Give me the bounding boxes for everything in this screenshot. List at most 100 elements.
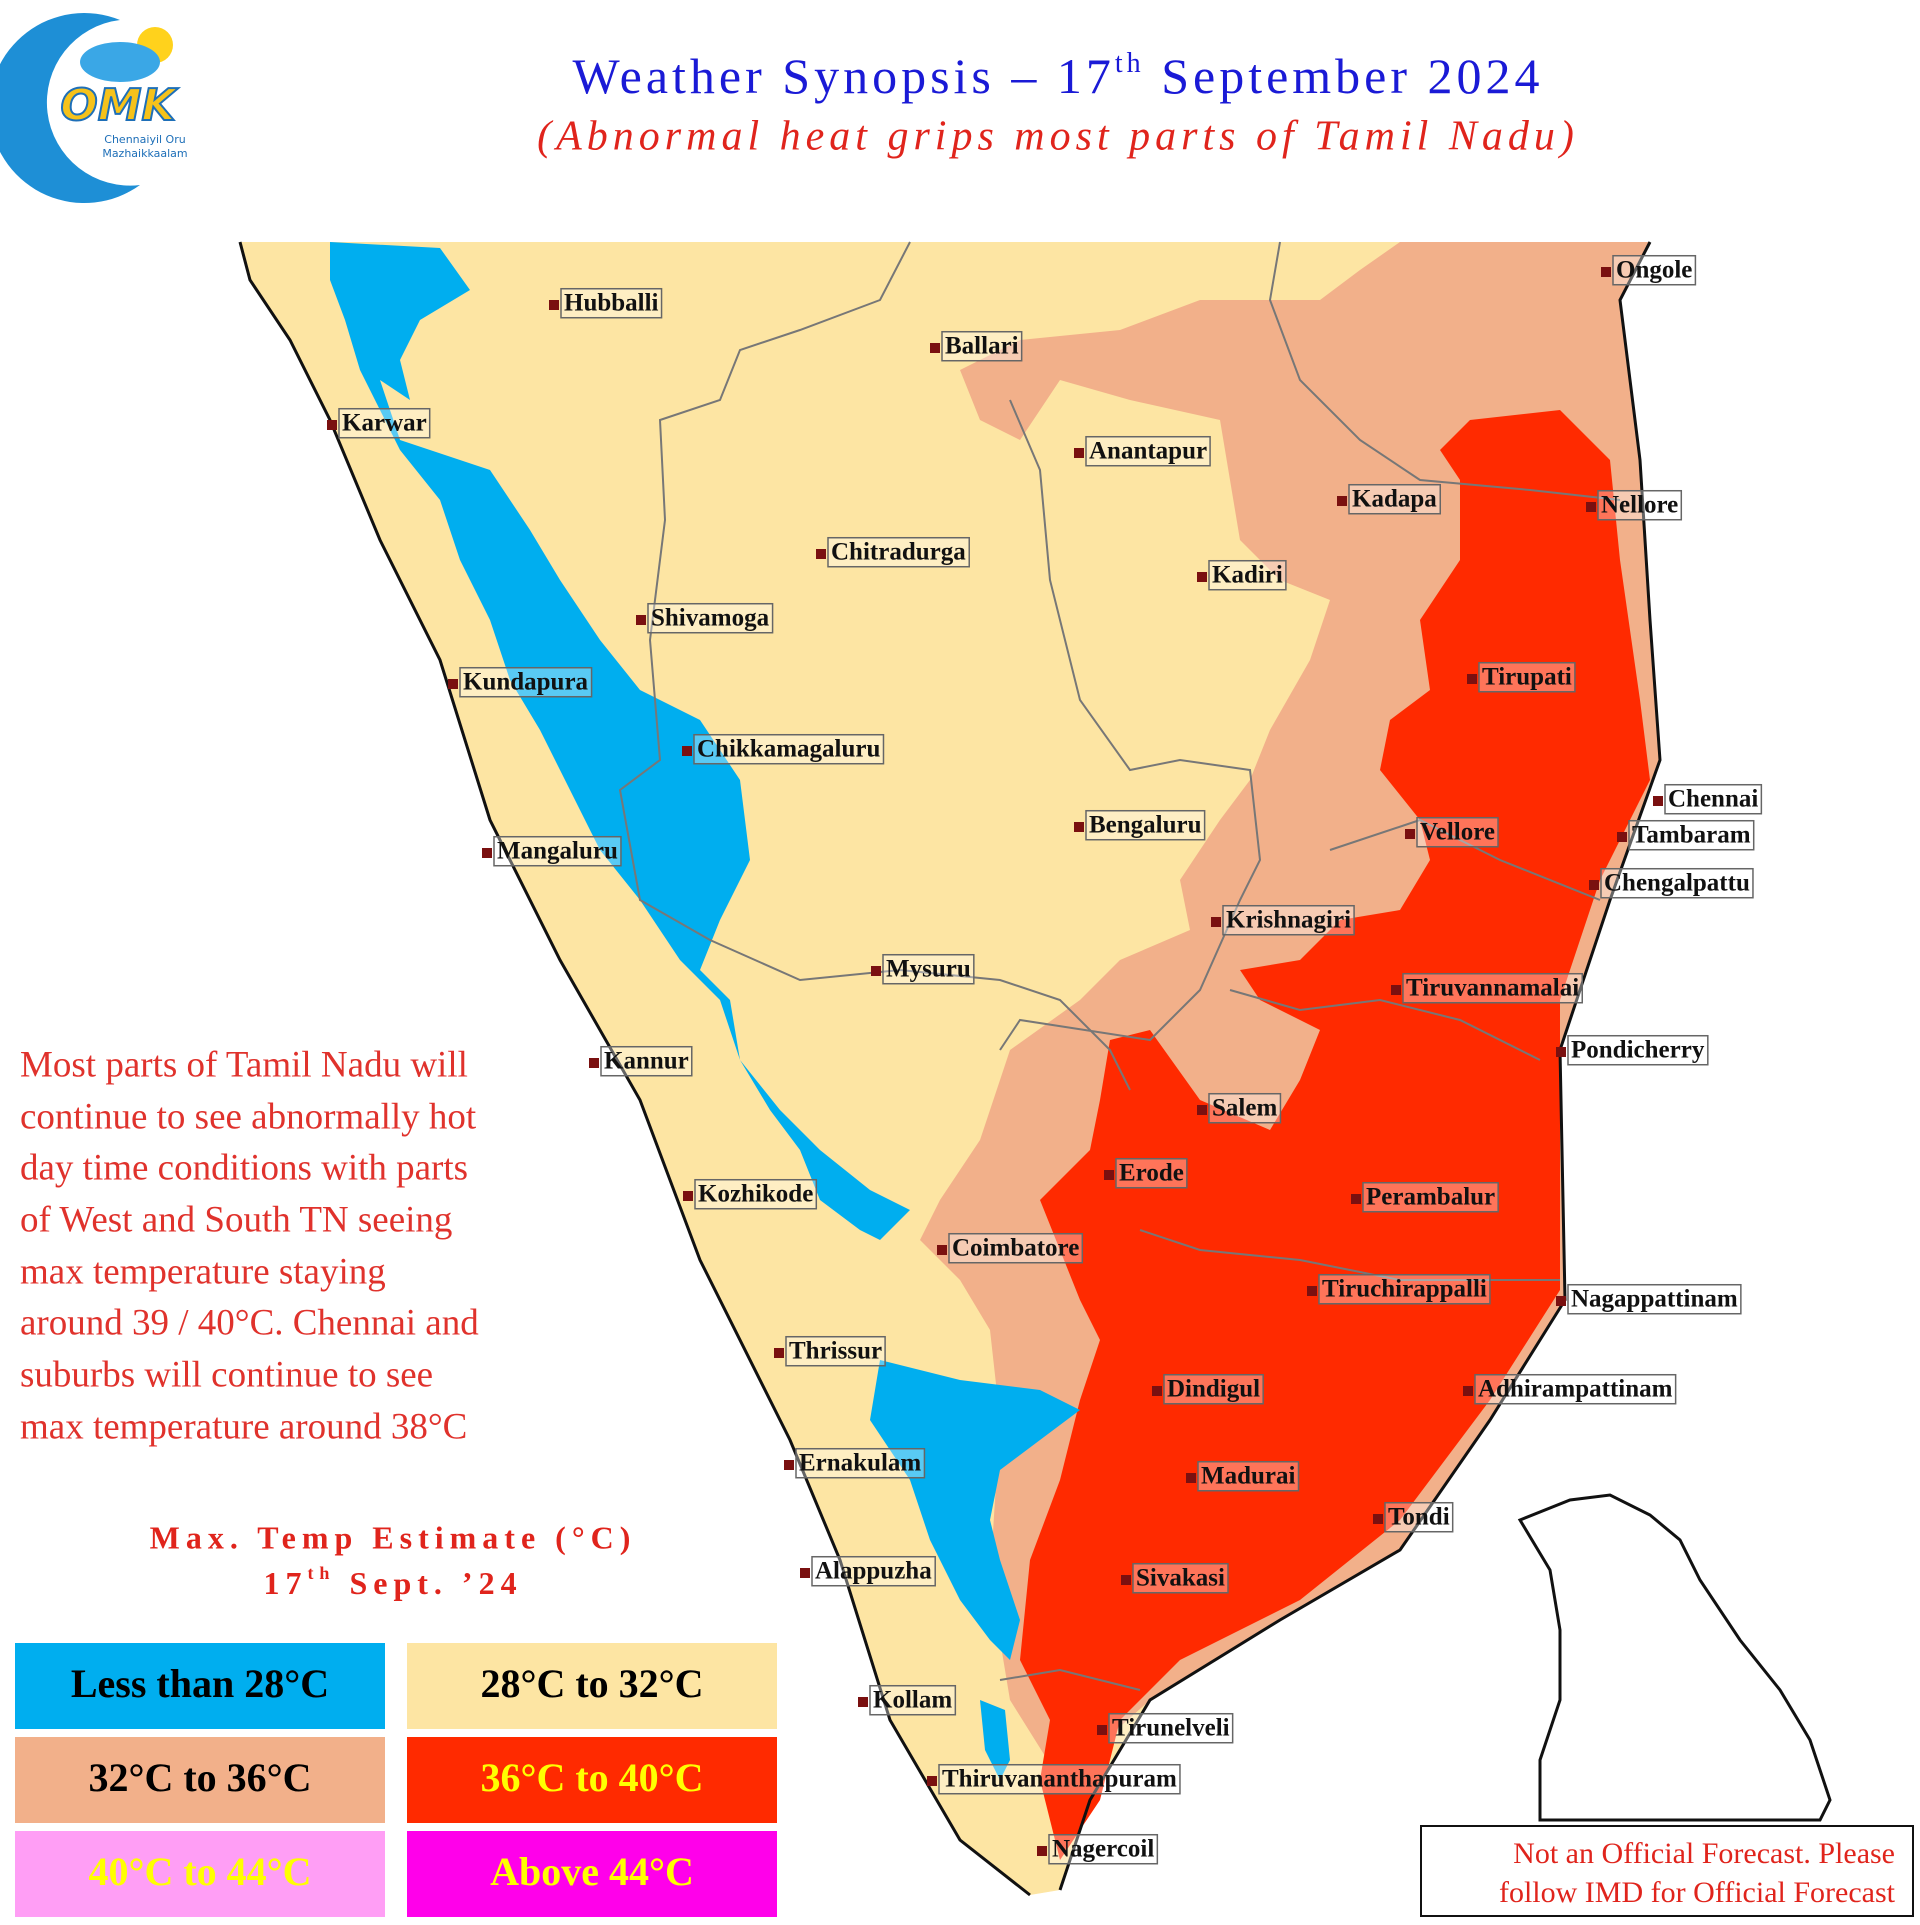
city: Ballari [930, 330, 1023, 362]
city: Karwar [327, 407, 431, 439]
subtitle: (Abnormal heat grips most parts of Tamil… [537, 114, 1579, 160]
city-marker [1074, 448, 1084, 458]
city-label: Mangaluru [497, 838, 618, 865]
legend-label: 40°C to 44°C [88, 1849, 311, 1894]
description-line: max temperature around 38°C [20, 1406, 467, 1447]
city: Tirunelveli [1097, 1712, 1234, 1744]
coastline [238, 241, 1662, 1897]
city-label: Erode [1119, 1160, 1184, 1187]
city-label-box [647, 602, 774, 634]
city: Kollam [858, 1684, 957, 1716]
city-marker [1211, 917, 1221, 927]
city-label-box [938, 1763, 1181, 1795]
legend-swatch [407, 1831, 777, 1917]
city-marker [784, 1460, 794, 1470]
city-marker [636, 615, 646, 625]
title: Weather Synopsis – 17th September 2024 [572, 48, 1543, 104]
city-marker [927, 1776, 937, 1786]
city: Ernakulam [784, 1447, 926, 1479]
city-marker [1556, 1047, 1566, 1057]
city: Vellore [1405, 816, 1499, 848]
city-label-box [941, 330, 1023, 362]
city: Kadiri [1197, 559, 1287, 591]
city: Alappuzha [800, 1555, 936, 1587]
city-label-box [693, 733, 885, 765]
city-label-box [1628, 819, 1755, 851]
description-line: around 39 / 40°C. Chennai and [20, 1302, 479, 1343]
city: Tambaram [1617, 819, 1755, 851]
city-label-box [869, 1684, 957, 1716]
logo-initials: OMK [60, 80, 178, 131]
city: Krishnagiri [1211, 904, 1355, 936]
city-marker [937, 1245, 947, 1255]
city-label: Thrissur [789, 1338, 882, 1365]
logo-crescent [0, 13, 140, 203]
city-label-box [1474, 1373, 1677, 1405]
city-marker [1586, 502, 1596, 512]
city-marker [1104, 1170, 1114, 1180]
city-marker [1337, 496, 1347, 506]
city: Mangaluru [482, 835, 622, 867]
city-label-box [1048, 1833, 1159, 1865]
city: Kundapura [448, 666, 593, 698]
legend-swatch [407, 1643, 777, 1729]
city-label: Hubballi [564, 290, 659, 317]
city: Nagercoil [1037, 1833, 1159, 1865]
city-marker [327, 420, 337, 430]
river [1139, 1229, 1560, 1281]
city-label: Nagercoil [1052, 1836, 1154, 1863]
city-marker [930, 343, 940, 353]
logo: OMK Chennaiyil Oru Mazhaikkaalam [0, 13, 188, 203]
state-boundary [1268, 241, 1621, 501]
city-label-box [1362, 1181, 1499, 1213]
city-label-box [560, 287, 663, 319]
city-labels: Ongole Hubballi Ballari Karwar Anantapur Kada… [327, 254, 1763, 1865]
city-label-box [1222, 904, 1355, 936]
city: Tiruchirappalli [1307, 1273, 1491, 1305]
city-marker [1097, 1725, 1107, 1735]
disclaimer-line: follow IMD for Official Forecast [1499, 1876, 1896, 1909]
city-label: Kollam [873, 1687, 952, 1714]
city-label: Nagappattinam [1571, 1286, 1738, 1313]
river [1329, 818, 1601, 901]
city-label: Kannur [604, 1048, 689, 1075]
city: Thiruvananthapuram [927, 1763, 1181, 1795]
city-marker [1037, 1846, 1047, 1856]
legend-date-part: 17 [263, 1565, 307, 1601]
city-marker [1197, 572, 1207, 582]
city-label-box [1612, 254, 1697, 286]
city: Dindigul [1152, 1373, 1264, 1405]
city-marker [1373, 1514, 1383, 1524]
city-label: Kadapa [1352, 486, 1437, 513]
city-marker [589, 1058, 599, 1068]
city-label: Tirunelveli [1112, 1715, 1230, 1742]
description-line: day time conditions with parts [20, 1147, 468, 1188]
city: Shivamoga [636, 602, 774, 634]
city: Thrissur [774, 1335, 886, 1367]
city-label-box [827, 536, 970, 568]
city-label-box [1478, 661, 1576, 693]
title-part: September 2024 [1145, 48, 1544, 104]
city-label-box [1416, 816, 1499, 848]
city-label: Vellore [1420, 819, 1495, 846]
city: Adhirampattinam [1463, 1373, 1677, 1405]
city: Nagappattinam [1556, 1283, 1742, 1315]
city: Hubballi [549, 287, 663, 319]
zone-below-28 [870, 1360, 1080, 1660]
city-label-box [948, 1232, 1084, 1264]
city-label-box [1085, 809, 1206, 841]
description-line: Most parts of Tamil Nadu will [20, 1044, 468, 1085]
logo-cloud [80, 42, 160, 82]
city-marker [1463, 1386, 1473, 1396]
legend-label: 28°C to 32°C [480, 1661, 703, 1706]
city-label-box [1664, 783, 1763, 815]
city-label: Ballari [945, 333, 1019, 360]
city-marker [549, 300, 559, 310]
city-marker [1617, 832, 1627, 842]
city-marker [1351, 1194, 1361, 1204]
city-label: Tiruchirappalli [1322, 1276, 1487, 1303]
city-label-box [1115, 1157, 1188, 1189]
city: Chennai [1653, 783, 1763, 815]
city-label-box [1108, 1712, 1234, 1744]
city: Chitradurga [816, 536, 970, 568]
